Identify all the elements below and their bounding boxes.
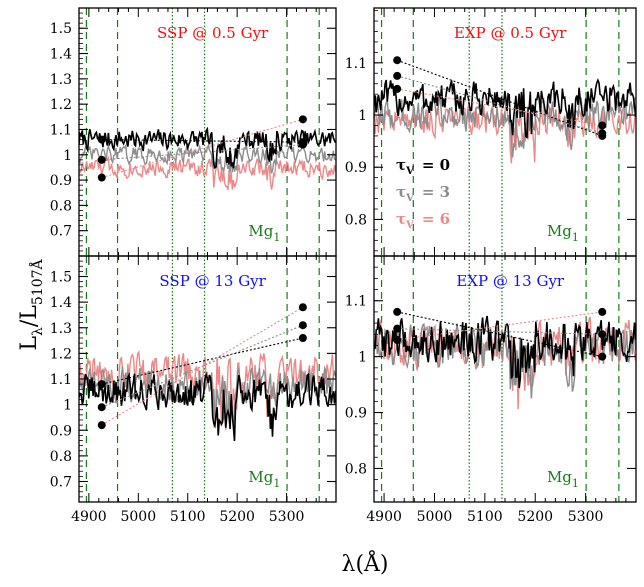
continuum-point bbox=[97, 155, 106, 164]
continuum-point bbox=[393, 324, 402, 333]
continuum-point bbox=[598, 129, 607, 138]
panel-title: EXP @ 0.5 Gyr bbox=[454, 24, 567, 42]
series-line-tau6 bbox=[79, 155, 336, 191]
continuum-point bbox=[393, 307, 402, 316]
ytick-label: 1.1 bbox=[345, 56, 367, 72]
ytick-label: 0.9 bbox=[345, 406, 367, 422]
panel-title: SSP @ 13 Gyr bbox=[159, 272, 266, 290]
xtick-label: 5200 bbox=[517, 509, 553, 525]
ytick-label: 1.2 bbox=[50, 346, 72, 362]
continuum-point bbox=[298, 334, 307, 342]
continuum-point bbox=[97, 173, 106, 182]
panel-title: EXP @ 13 Gyr bbox=[456, 272, 565, 290]
panel-exp05: 0.8 0.9 1 1.1 EXP @ 0.5 Gyr Mg1 bbox=[345, 7, 637, 257]
legend: τV = 0 τV = 3 τV = 6 bbox=[396, 156, 450, 231]
ytick-label: 1.1 bbox=[50, 372, 72, 388]
ytick-label: 1 bbox=[358, 108, 367, 124]
ytick-label: 0.7 bbox=[50, 224, 72, 240]
xtick-label: 4900 bbox=[71, 509, 107, 525]
ytick-label: 1.5 bbox=[50, 270, 72, 286]
ytick-label: 0.8 bbox=[50, 198, 72, 214]
ytick-label: 1.5 bbox=[50, 21, 72, 37]
feature-label: Mg1 bbox=[547, 222, 579, 244]
continuum-point bbox=[97, 380, 106, 389]
continuum-line bbox=[101, 306, 304, 426]
ytick-label: 1.1 bbox=[50, 122, 72, 138]
ytick-label: 1.4 bbox=[50, 295, 72, 311]
ytick-label: 0.9 bbox=[50, 423, 72, 439]
series-line-tau3 bbox=[374, 96, 636, 158]
continuum-line bbox=[101, 118, 304, 179]
ytick-label: 1.1 bbox=[345, 294, 367, 310]
continuum-point bbox=[298, 115, 307, 124]
continuum-point bbox=[97, 421, 106, 430]
xtick-label: 5300 bbox=[568, 509, 604, 525]
ytick-label: 0.8 bbox=[345, 461, 367, 477]
xtick-label: 5200 bbox=[219, 509, 255, 525]
series-line-tau0 bbox=[79, 371, 336, 442]
xtick-label: 4900 bbox=[366, 509, 402, 525]
continuum-point bbox=[393, 84, 402, 93]
continuum-line bbox=[397, 59, 603, 137]
panel-ssp13: 0.7 0.8 0.9 1 1.1 1.2 1.3 1.4 1.5 4900 5000 5100 520… bbox=[50, 255, 337, 525]
ytick-label: 1 bbox=[63, 148, 72, 164]
ytick-label: 0.9 bbox=[345, 160, 367, 176]
legend-entry-tau3: τV = 3 bbox=[396, 183, 450, 204]
feature-label: Mg1 bbox=[248, 222, 280, 244]
ytick-label: 1 bbox=[358, 350, 367, 366]
xtick-label: 5300 bbox=[269, 509, 305, 525]
ytick-label: 0.8 bbox=[345, 212, 367, 228]
feature-label: Mg1 bbox=[248, 468, 280, 490]
ytick-label: 0.7 bbox=[50, 475, 72, 491]
feature-label: Mg1 bbox=[547, 468, 579, 490]
xtick-label: 5000 bbox=[120, 509, 156, 525]
panel-title: SSP @ 0.5 Gyr bbox=[157, 24, 269, 42]
continuum-point bbox=[97, 135, 106, 144]
continuum-line bbox=[397, 88, 603, 127]
continuum-point bbox=[598, 330, 607, 339]
ytick-label: 0.9 bbox=[50, 173, 72, 189]
continuum-point bbox=[598, 307, 607, 316]
panel-exp13: 0.8 0.9 1 1.1 4900 5000 5100 5200 5300 EXP @ 13 G… bbox=[345, 255, 637, 525]
continuum-point bbox=[393, 56, 402, 65]
continuum-line bbox=[101, 337, 304, 385]
continuum-line bbox=[101, 144, 303, 161]
continuum-point bbox=[298, 303, 307, 312]
continuum-line bbox=[397, 75, 603, 134]
continuum-point bbox=[298, 140, 307, 149]
continuum-point bbox=[598, 352, 607, 361]
ytick-label: 1.3 bbox=[50, 72, 72, 88]
series-line-tau0 bbox=[374, 315, 636, 389]
continuum-point bbox=[393, 71, 402, 80]
legend-entry-tau6: τV = 6 bbox=[396, 210, 450, 231]
ytick-label: 1.3 bbox=[50, 321, 72, 337]
xtick-label: 5100 bbox=[170, 509, 206, 525]
panels-group: 0.7 0.8 0.9 1 1.1 1.2 1.3 1.4 1.5 SSP @ 0.5 Gyr Mg… bbox=[50, 7, 637, 525]
panel-ssp05: 0.7 0.8 0.9 1 1.1 1.2 1.3 1.4 1.5 SSP @ 0.5 Gyr Mg… bbox=[50, 7, 337, 257]
x-axis-label: λ(Å) bbox=[342, 549, 389, 577]
continuum-point bbox=[598, 121, 607, 130]
ytick-label: 1.2 bbox=[50, 97, 72, 113]
ytick-label: 1.4 bbox=[50, 47, 72, 63]
xtick-label: 5100 bbox=[467, 509, 503, 525]
series-line-tau3 bbox=[79, 142, 336, 174]
continuum-line bbox=[101, 139, 303, 143]
y-axis-label: Lλ/L5107Å bbox=[17, 258, 46, 350]
continuum-point bbox=[298, 321, 307, 330]
ytick-label: 1 bbox=[63, 398, 72, 414]
xtick-label: 5000 bbox=[417, 509, 453, 525]
continuum-line bbox=[397, 311, 603, 358]
continuum-point bbox=[97, 403, 106, 412]
continuum-line bbox=[397, 311, 603, 341]
continuum-point bbox=[393, 335, 402, 344]
legend-entry-tau0: τV = 0 bbox=[396, 156, 450, 177]
ytick-label: 0.8 bbox=[50, 449, 72, 465]
